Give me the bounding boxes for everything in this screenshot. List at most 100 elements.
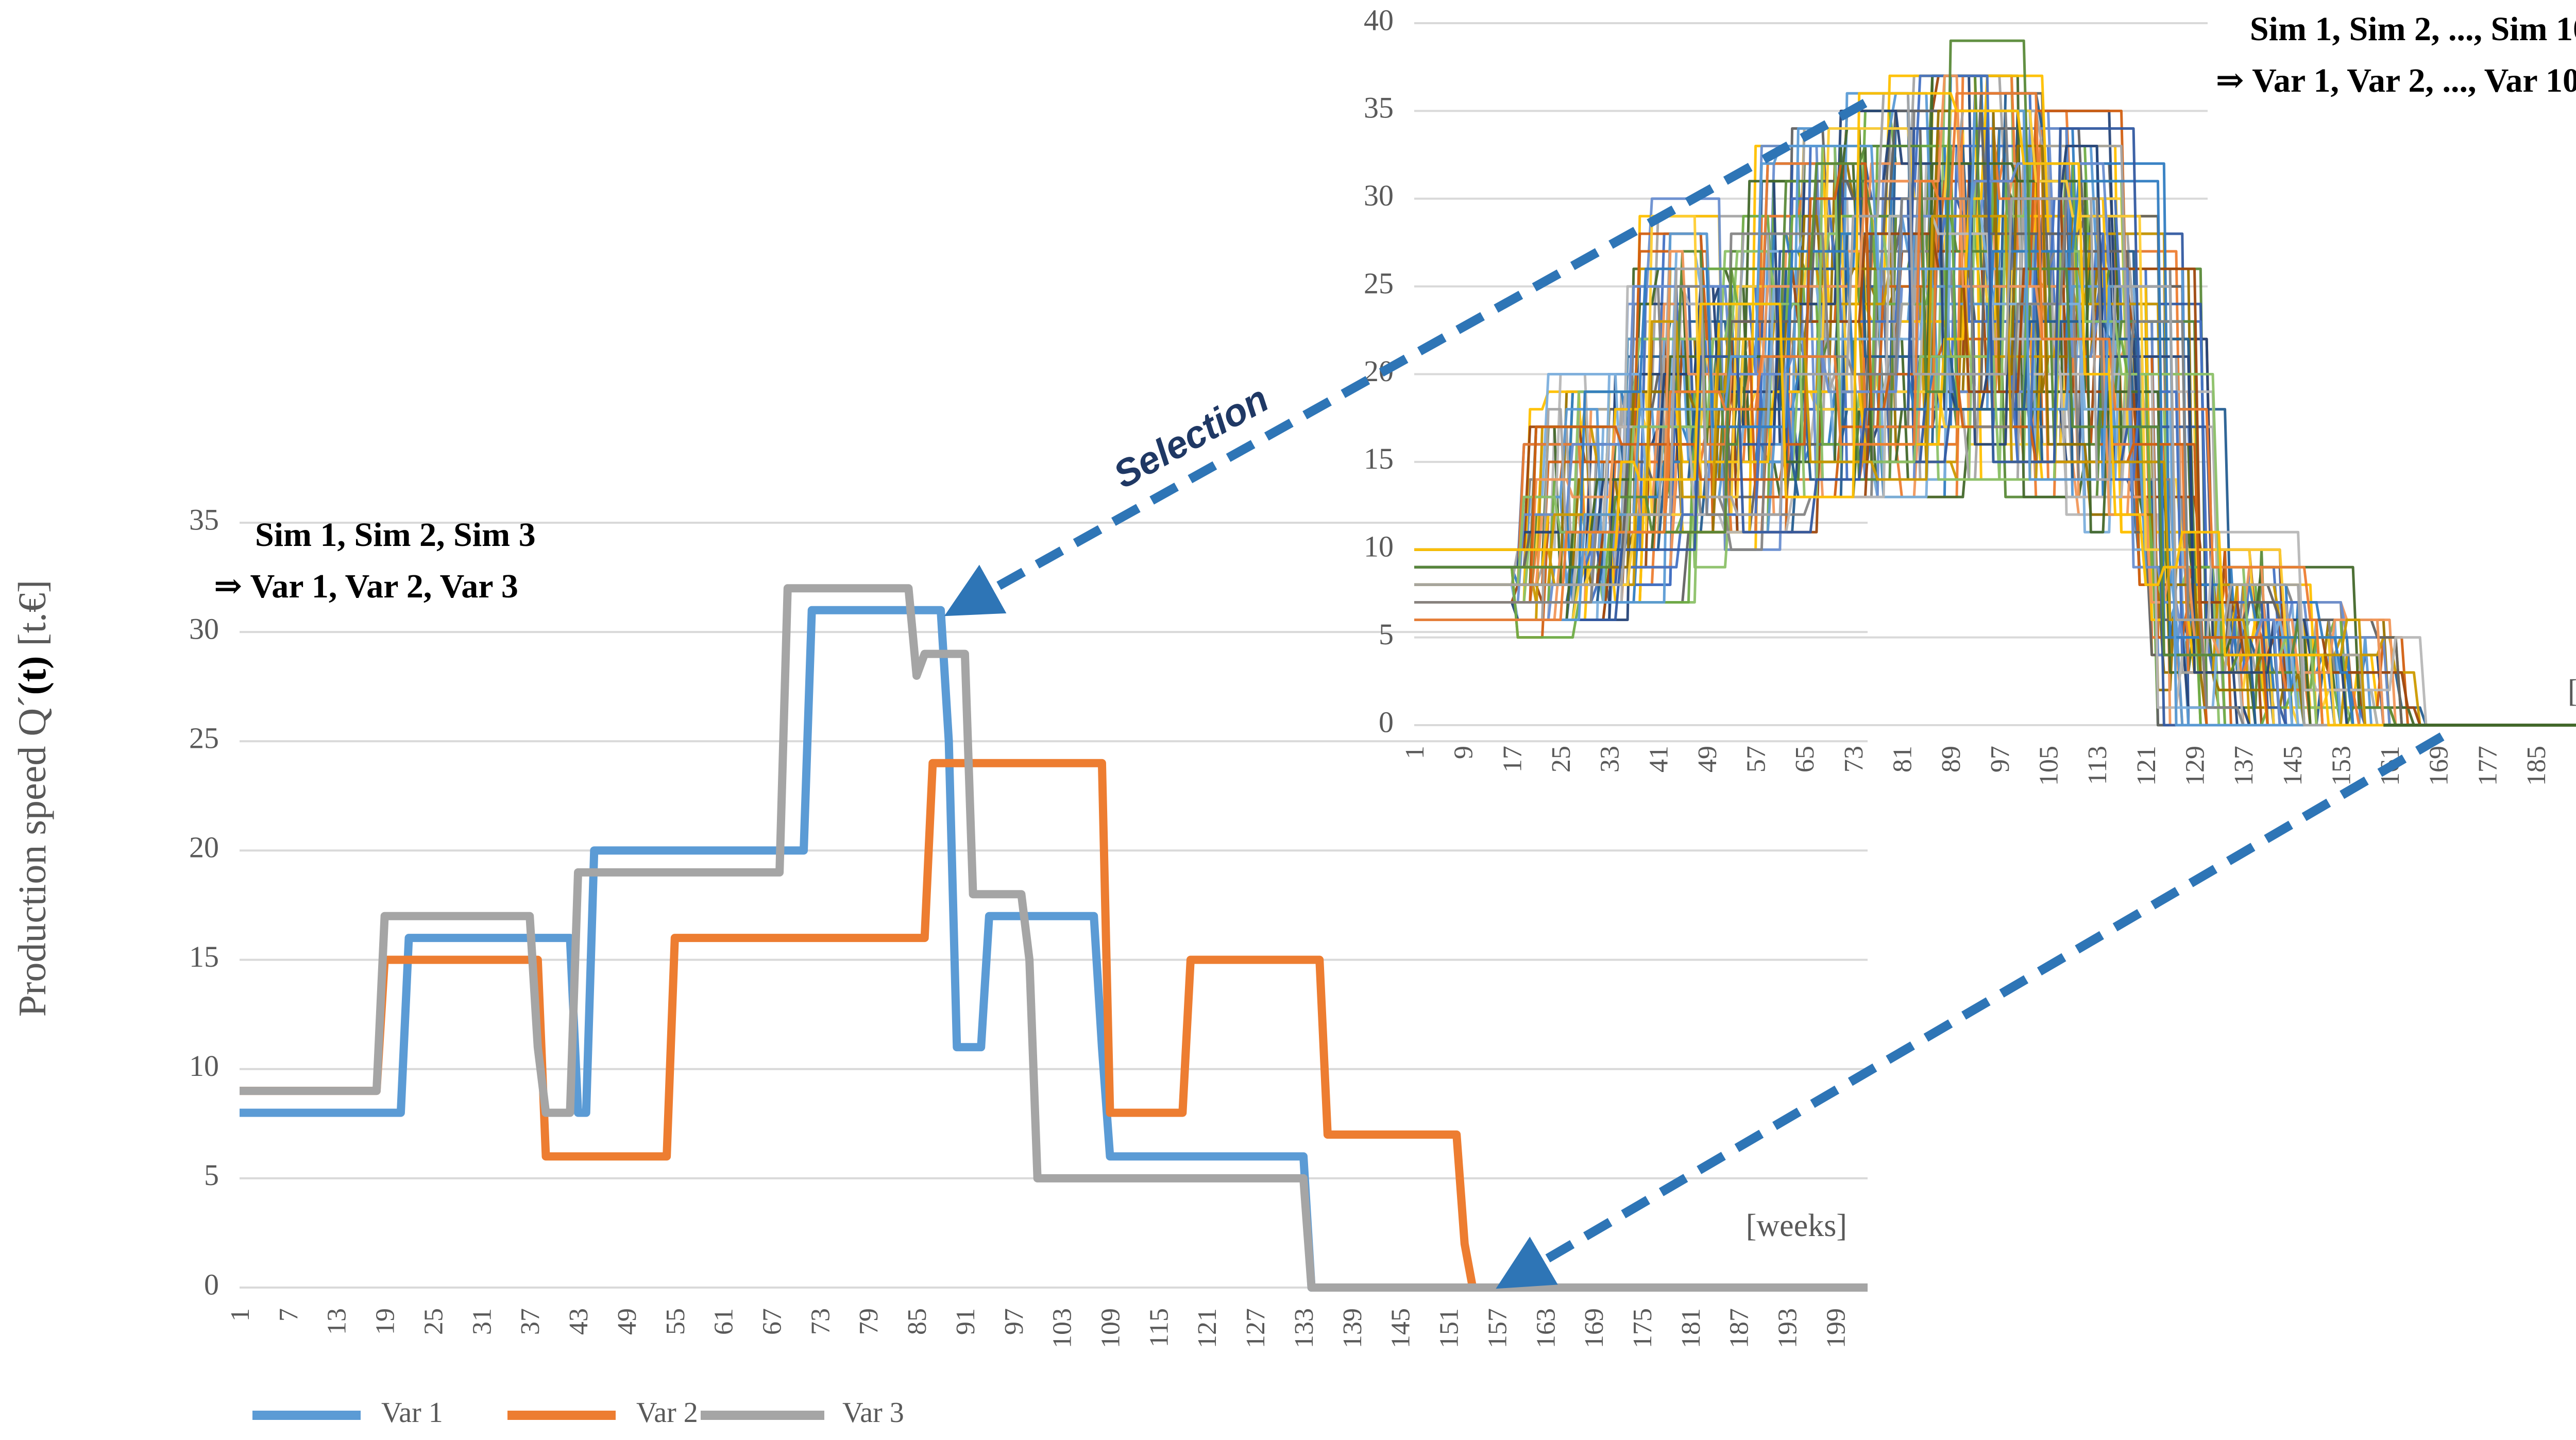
inset-x-tick-label: 49 <box>1693 746 1722 773</box>
inset-y-tick-label: 35 <box>1364 91 1394 125</box>
inset-annotation-line-2: ⇒ Var 1, Var 2, ..., Var 100 <box>2216 62 2576 99</box>
inset-x-tick-label: 121 <box>2132 746 2161 786</box>
inset-x-tick-label: 89 <box>1937 746 1966 773</box>
inset-x-tick-label: 185 <box>2522 746 2551 786</box>
inset-x-tick-label: 1 <box>1400 746 1430 759</box>
main-y-tick-label: 5 <box>204 1158 219 1192</box>
main-y-tick-label: 25 <box>189 722 219 755</box>
inset-x-tick-label: 177 <box>2473 746 2502 786</box>
inset-series-line <box>1414 127 2576 727</box>
selection-arrow-bottom <box>1496 732 2445 1289</box>
y-axis-title-main: Production speed Q´ <box>11 695 54 1017</box>
main-x-tick-label: 115 <box>1144 1308 1174 1347</box>
inset-x-tick-label: 137 <box>2229 746 2259 786</box>
inset-series-line <box>1414 92 2576 727</box>
main-y-tick-label: 0 <box>204 1267 219 1301</box>
main-x-tick-label: 91 <box>951 1308 980 1335</box>
inset-y-tick-label: 25 <box>1364 266 1394 300</box>
main-x-tick-label: 31 <box>467 1308 497 1335</box>
main-x-tick-label: 133 <box>1290 1308 1319 1348</box>
main-x-tick-label: 169 <box>1580 1308 1609 1348</box>
inset-x-tick-label: 145 <box>2278 746 2308 786</box>
inset-x-tick-label: 25 <box>1547 746 1576 773</box>
inset-x-tick-label: 33 <box>1596 746 1625 773</box>
main-x-tick-label: 109 <box>1096 1308 1126 1348</box>
main-x-tick-label: 181 <box>1676 1308 1706 1348</box>
inset-x-tick-label: 193 <box>2571 746 2576 786</box>
inset-x-tick-label: 73 <box>1839 746 1869 773</box>
main-x-tick-label: 55 <box>661 1308 690 1335</box>
inset-x-tick-label: 57 <box>1742 746 1771 773</box>
main-annotation-line-2: ⇒ Var 1, Var 2, Var 3 <box>214 568 518 605</box>
series-line-var-1 <box>240 606 1868 1292</box>
inset-x-tick-label: 97 <box>1986 746 2015 773</box>
main-x-tick-label: 19 <box>371 1308 400 1335</box>
main-x-tick-label: 121 <box>1193 1308 1222 1348</box>
main-y-tick-label: 30 <box>189 612 219 645</box>
legend-label-var1: Var 1 <box>381 1397 443 1429</box>
main-x-tick-label: 163 <box>1531 1308 1561 1348</box>
series-line-var-2 <box>240 759 1868 1292</box>
selection-arrow-top <box>944 99 1868 616</box>
main-x-tick-label: 127 <box>1241 1308 1270 1348</box>
inset-y-tick-label: 15 <box>1364 442 1394 475</box>
main-y-tick-labels: 0 5 10 15 20 25 30 35 <box>189 503 219 1301</box>
main-x-tick-label: 199 <box>1821 1308 1851 1348</box>
main-x-tick-label: 175 <box>1628 1308 1657 1348</box>
inset-y-tick-label: 30 <box>1364 179 1394 212</box>
inset-x-tick-label: 41 <box>1644 746 1673 773</box>
inset-y-tick-label: 0 <box>1379 705 1394 739</box>
main-x-tick-label: 43 <box>564 1308 594 1335</box>
inset-y-tick-label: 10 <box>1364 530 1394 563</box>
main-y-tick-label: 35 <box>189 503 219 536</box>
inset-x-tick-label: 169 <box>2425 746 2454 786</box>
inset-annotation-line-1: Sim 1, Sim 2, ..., Sim 100 <box>2250 10 2576 48</box>
y-axis-title: Production speed Q´(t) [t.€] <box>11 580 54 1017</box>
y-axis-title-bold: (t) <box>11 656 54 695</box>
main-x-tick-label: 13 <box>323 1308 352 1335</box>
main-x-tick-label: 61 <box>709 1308 739 1335</box>
main-x-tick-label: 7 <box>274 1308 303 1322</box>
main-x-tick-labels: 1 7 13 19 25 31 37 43 49 55 61 67 73 79 85 91 97 103 109 11… <box>226 1308 1851 1348</box>
inset-x-tick-label: 105 <box>2034 746 2063 786</box>
main-x-tick-label: 25 <box>419 1308 448 1335</box>
inset-series-line <box>1414 162 2576 727</box>
inset-series-line <box>1414 215 2576 727</box>
main-x-tick-label: 151 <box>1435 1308 1464 1348</box>
main-series-lines <box>240 584 1868 1292</box>
inset-x-tick-labels: 1 9 17 25 33 41 49 57 65 73 81 89 97 105 113 121 129 137 1… <box>1400 746 2576 786</box>
main-x-tick-label: 187 <box>1725 1308 1754 1348</box>
inset-x-tick-label: 129 <box>2180 746 2210 786</box>
inset-x-tick-label: 153 <box>2327 746 2356 786</box>
inset-series-line <box>1414 109 2576 727</box>
main-x-tick-label: 157 <box>1483 1308 1512 1348</box>
main-y-tick-label: 20 <box>189 831 219 864</box>
main-x-tick-label: 79 <box>854 1308 884 1335</box>
inset-series-line <box>1414 92 2576 727</box>
main-annotation-line-1: Sim 1, Sim 2, Sim 3 <box>255 516 536 554</box>
y-axis-title-unit: [t.€] <box>11 580 54 656</box>
inset-y-tick-label: 40 <box>1364 3 1394 37</box>
inset-x-tick-label: 9 <box>1449 746 1479 759</box>
main-x-tick-label: 139 <box>1338 1308 1367 1348</box>
main-x-tick-label: 67 <box>757 1308 787 1335</box>
main-x-axis-unit: [weeks] <box>1746 1208 1847 1243</box>
main-x-tick-label: 145 <box>1386 1308 1416 1348</box>
inset-x-tick-label: 65 <box>1790 746 1820 773</box>
legend: Var 1 Var 2 Var 3 <box>252 1397 904 1429</box>
inset-x-tick-label: 81 <box>1888 746 1918 773</box>
main-x-tick-label: 193 <box>1773 1308 1803 1348</box>
main-y-tick-label: 10 <box>189 1049 219 1083</box>
main-x-tick-label: 1 <box>226 1308 255 1322</box>
series-line-var-3 <box>240 584 1868 1292</box>
main-x-tick-label: 85 <box>903 1308 932 1335</box>
main-x-tick-label: 73 <box>806 1308 835 1335</box>
legend-label-var3: Var 3 <box>842 1397 904 1429</box>
main-x-tick-label: 97 <box>999 1308 1029 1335</box>
inset-x-tick-label: 113 <box>2083 746 2112 785</box>
legend-label-var2: Var 2 <box>636 1397 698 1429</box>
main-x-tick-label: 103 <box>1048 1308 1077 1348</box>
inset-x-tick-label: 17 <box>1498 746 1527 773</box>
